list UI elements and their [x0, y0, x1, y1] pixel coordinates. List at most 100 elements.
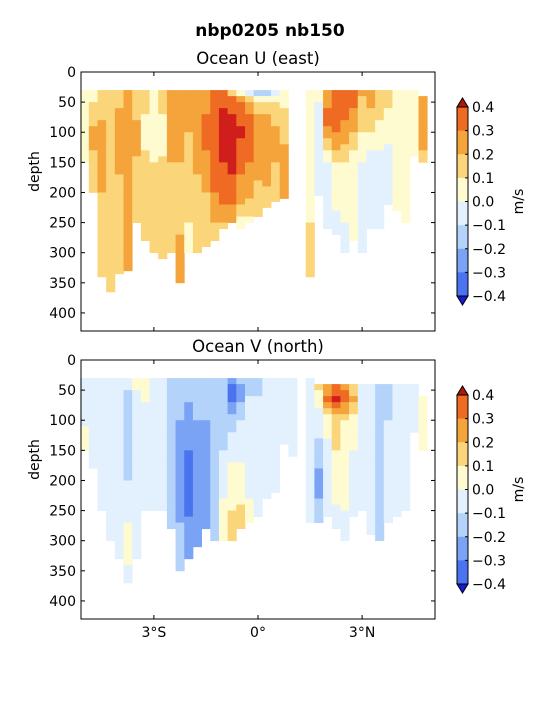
- heatmap-cell: [253, 396, 263, 403]
- heatmap-cell: [123, 528, 133, 536]
- heatmap-cell: [184, 384, 194, 391]
- heatmap-cell: [123, 180, 133, 187]
- heatmap-cell: [158, 408, 168, 415]
- heatmap-cell: [236, 180, 246, 187]
- heatmap-cell: [244, 204, 255, 211]
- heatmap-cell: [323, 438, 333, 445]
- heatmap-cell: [175, 558, 185, 566]
- heatmap-cell: [262, 186, 272, 193]
- heatmap-cell: [218, 216, 229, 223]
- heatmap-cell: [158, 102, 168, 109]
- heatmap-cell: [340, 444, 350, 451]
- heatmap-cell: [401, 108, 411, 115]
- heatmap-cell: [349, 408, 359, 415]
- heatmap-cell: [123, 384, 133, 391]
- heatmap-cell: [236, 96, 246, 103]
- heatmap-cell: [383, 180, 393, 187]
- heatmap-cell: [401, 444, 411, 451]
- heatmap-cell: [323, 432, 333, 439]
- heatmap-cell: [184, 96, 194, 103]
- heatmap-cell: [244, 402, 255, 409]
- heatmap-cell: [227, 162, 237, 169]
- heatmap-cell: [132, 522, 142, 530]
- heatmap-cell: [123, 114, 133, 121]
- heatmap-cell: [166, 438, 176, 445]
- heatmap-cell: [97, 216, 107, 223]
- heatmap-cell: [166, 240, 176, 248]
- heatmap-cell: [210, 150, 220, 157]
- heatmap-cell: [271, 402, 281, 409]
- heatmap-cell: [244, 474, 255, 481]
- heatmap-cell: [366, 426, 376, 433]
- heatmap-cell: [184, 156, 194, 163]
- heatmap-cells: [80, 378, 428, 584]
- heatmap-cell: [323, 138, 333, 145]
- y-tick-label: 200: [49, 185, 76, 201]
- heatmap-cell: [366, 180, 376, 187]
- heatmap-cell: [140, 186, 150, 193]
- heatmap-cell: [80, 150, 90, 157]
- heatmap-cell: [210, 390, 220, 397]
- heatmap-cell: [279, 414, 289, 421]
- heatmap-cell: [331, 90, 341, 97]
- heatmap-cell: [132, 378, 142, 385]
- heatmap-cell: [375, 426, 385, 433]
- heatmap-cell: [175, 450, 185, 457]
- heatmap-cell: [184, 102, 194, 109]
- heatmap-cell: [140, 408, 150, 415]
- heatmap-cell: [80, 138, 90, 145]
- heatmap-cell: [149, 426, 159, 433]
- heatmap-cell: [401, 204, 411, 211]
- heatmap-cell: [383, 198, 393, 205]
- heatmap-cell: [184, 438, 194, 445]
- heatmap-cell: [114, 480, 124, 487]
- heatmap-cell: [123, 402, 133, 409]
- heatmap-cell: [210, 516, 220, 524]
- heatmap-cell: [140, 174, 150, 181]
- heatmap-cell: [140, 462, 150, 469]
- heatmap-cell: [88, 168, 98, 175]
- heatmap-cell: [279, 138, 289, 145]
- heatmap-cell: [383, 138, 393, 145]
- heatmap-cell: [305, 102, 315, 109]
- heatmap-cell: [210, 402, 220, 409]
- heatmap-cell: [140, 486, 150, 493]
- heatmap-cell: [262, 474, 272, 481]
- heatmap-cell: [218, 492, 229, 499]
- heatmap-cell: [331, 420, 341, 427]
- heatmap-cell: [97, 390, 107, 397]
- heatmap-cell: [97, 378, 107, 385]
- heatmap-cell: [340, 96, 350, 103]
- colorbar-segment: [457, 248, 468, 273]
- heatmap-cell: [106, 534, 116, 542]
- heatmap-cell: [305, 150, 315, 157]
- heatmap-cell: [375, 414, 385, 421]
- heatmap-cell: [97, 222, 107, 229]
- heatmap-cell: [80, 384, 90, 391]
- heatmap-cell: [106, 168, 116, 175]
- y-tick-label: 150: [49, 155, 76, 171]
- heatmap-cell: [253, 102, 263, 109]
- heatmap-cell: [88, 138, 98, 145]
- heatmap-cell: [123, 510, 133, 517]
- heatmap-cell: [166, 198, 176, 205]
- heatmap-cell: [253, 168, 263, 175]
- heatmap-cell: [349, 150, 359, 157]
- heatmap-cell: [323, 216, 333, 223]
- heatmap-cell: [123, 558, 133, 566]
- heatmap-cell: [375, 438, 385, 445]
- heatmap-cell: [158, 426, 168, 433]
- heatmap-cell: [97, 228, 107, 236]
- heatmap-cell: [236, 102, 246, 109]
- heatmap-cell: [192, 456, 203, 463]
- heatmap-cell: [331, 192, 341, 199]
- heatmap-cell: [331, 498, 341, 505]
- heatmap-cell: [175, 180, 185, 187]
- heatmap-cell: [192, 180, 203, 187]
- heatmap-cell: [244, 486, 255, 493]
- heatmap-cell: [279, 126, 289, 133]
- heatmap-cell: [218, 174, 229, 181]
- heatmap-cell: [175, 516, 185, 524]
- heatmap-cell: [106, 276, 116, 284]
- heatmap-cell: [288, 450, 298, 457]
